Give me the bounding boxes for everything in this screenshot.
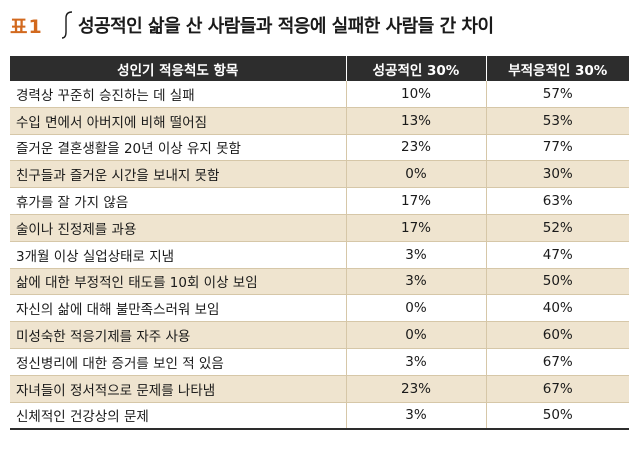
row-success-value: 13%: [346, 107, 487, 135]
row-maladaptive-value: 52%: [486, 214, 629, 242]
table-row: 즐거운 결혼생활을 20년 이상 유지 못함 23% 77%: [10, 134, 629, 162]
bracket-divider: [61, 11, 73, 39]
row-success-value: 3%: [346, 268, 487, 296]
row-maladaptive-value: 50%: [486, 268, 629, 296]
row-success-value: 3%: [346, 348, 487, 376]
column-header-maladaptive: 부적응적인 30%: [486, 56, 629, 81]
row-item-label: 휴가를 잘 가지 않음: [10, 187, 347, 215]
table-row: 술이나 진정제를 과용 17% 52%: [10, 214, 629, 242]
row-maladaptive-value: 77%: [486, 134, 629, 162]
row-success-value: 0%: [346, 160, 487, 189]
row-success-value: 3%: [346, 241, 487, 269]
row-item-label: 자녀들이 정서적으로 문제를 나타냄: [10, 375, 347, 403]
row-success-value: 23%: [346, 134, 487, 162]
column-header-success: 성공적인 30%: [346, 56, 487, 81]
table-row: 자녀들이 정서적으로 문제를 나타냄 23% 67%: [10, 375, 629, 403]
row-maladaptive-value: 47%: [486, 241, 629, 269]
row-item-label: 신체적인 건강상의 문제: [10, 402, 347, 431]
table-row: 3개월 이상 실업상태로 지냄 3% 47%: [10, 241, 629, 269]
row-success-value: 0%: [346, 294, 487, 323]
table-row: 친구들과 즐거운 시간을 보내지 못함 0% 30%: [10, 160, 629, 189]
table-row: 휴가를 잘 가지 않음 17% 63%: [10, 187, 629, 215]
row-maladaptive-value: 63%: [486, 187, 629, 215]
row-item-label: 정신병리에 대한 증거를 보인 적 있음: [10, 348, 347, 376]
row-maladaptive-value: 40%: [486, 294, 629, 323]
data-table: 성인기 적응척도 항목 성공적인 30% 부적응적인 30% 경력상 꾸준히 승…: [10, 56, 629, 431]
table-row: 자신의 삶에 대해 불만족스러워 보임 0% 40%: [10, 294, 629, 323]
row-item-label: 경력상 꾸준히 승진하는 데 실패: [10, 81, 347, 108]
table-title: 성공적인 삶을 산 사람들과 적응에 실패한 사람들 간 차이: [78, 16, 494, 37]
row-item-label: 삶에 대한 부정적인 태도를 10회 이상 보임: [10, 268, 347, 296]
row-success-value: 17%: [346, 214, 487, 242]
row-maladaptive-value: 60%: [486, 321, 629, 349]
row-item-label: 자신의 삶에 대해 불만족스러워 보임: [10, 294, 347, 323]
table-row: 정신병리에 대한 증거를 보인 적 있음 3% 67%: [10, 348, 629, 376]
table-body: 경력상 꾸준히 승진하는 데 실패 10% 57% 수입 면에서 아버지에 비해 떨어…: [10, 81, 629, 431]
table-number: 표1: [10, 16, 43, 38]
row-success-value: 0%: [346, 321, 487, 349]
row-maladaptive-value: 30%: [486, 160, 629, 189]
table-caption: 표1 성공적인 삶을 산 사람들과 적응에 실패한 사람들 간 차이: [0, 0, 640, 46]
row-success-value: 17%: [346, 187, 487, 215]
column-header-item: 성인기 적응척도 항목: [10, 56, 347, 81]
row-item-label: 친구들과 즐거운 시간을 보내지 못함: [10, 160, 347, 189]
row-success-value: 23%: [346, 375, 487, 403]
row-item-label: 미성숙한 적응기제를 자주 사용: [10, 321, 347, 349]
row-maladaptive-value: 67%: [486, 348, 629, 376]
row-item-label: 3개월 이상 실업상태로 지냄: [10, 241, 347, 269]
row-item-label: 술이나 진정제를 과용: [10, 214, 347, 242]
row-maladaptive-value: 53%: [486, 107, 629, 135]
header-row: 성인기 적응척도 항목 성공적인 30% 부적응적인 30%: [10, 56, 629, 81]
table-row: 미성숙한 적응기제를 자주 사용 0% 60%: [10, 321, 629, 349]
table-row: 수입 면에서 아버지에 비해 떨어짐 13% 53%: [10, 107, 629, 135]
row-success-value: 3%: [346, 402, 487, 431]
row-item-label: 즐거운 결혼생활을 20년 이상 유지 못함: [10, 134, 347, 162]
row-success-value: 10%: [346, 81, 487, 108]
table-row: 삶에 대한 부정적인 태도를 10회 이상 보임 3% 50%: [10, 268, 629, 296]
row-item-label: 수입 면에서 아버지에 비해 떨어짐: [10, 107, 347, 135]
row-maladaptive-value: 67%: [486, 375, 629, 403]
table-row: 경력상 꾸준히 승진하는 데 실패 10% 57%: [10, 81, 629, 108]
row-maladaptive-value: 50%: [486, 402, 629, 431]
row-maladaptive-value: 57%: [486, 81, 629, 108]
table-row: 신체적인 건강상의 문제 3% 50%: [10, 402, 629, 431]
